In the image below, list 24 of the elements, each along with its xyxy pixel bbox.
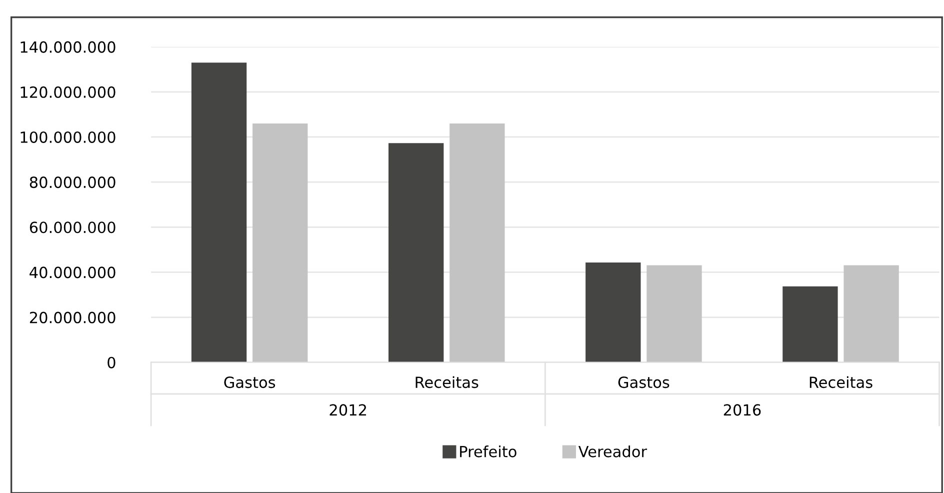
x-tick-label: Gastos	[224, 376, 276, 388]
text: 2016	[724, 404, 761, 416]
legend-label: Prefeito	[460, 446, 516, 458]
y-tick-label: 100.000.000	[20, 131, 116, 144]
x-tick-label: Gastos	[618, 376, 670, 388]
y-tick-label: 60.000.000	[30, 222, 116, 234]
text: 2012	[330, 404, 366, 416]
bar	[388, 143, 444, 362]
y-tick-label: 40.000.000	[30, 266, 116, 278]
legend-label: Vereador	[578, 446, 648, 458]
bar	[450, 123, 505, 362]
bar	[646, 265, 702, 362]
y-tick-label: 120.000.000	[20, 86, 116, 98]
bar	[844, 265, 899, 362]
x-tick-label: Receitas	[416, 376, 478, 388]
bar	[252, 123, 308, 362]
bar	[782, 286, 838, 362]
y-tick-label: 20.000.000	[30, 312, 116, 324]
bar	[191, 62, 247, 362]
y-tick-label: 140.000.000	[20, 41, 116, 53]
x-tick-label: Receitas	[810, 376, 872, 388]
y-tick-label: 80.000.000	[30, 176, 116, 188]
bar	[586, 262, 641, 362]
y-tick-label: 0	[108, 356, 116, 368]
